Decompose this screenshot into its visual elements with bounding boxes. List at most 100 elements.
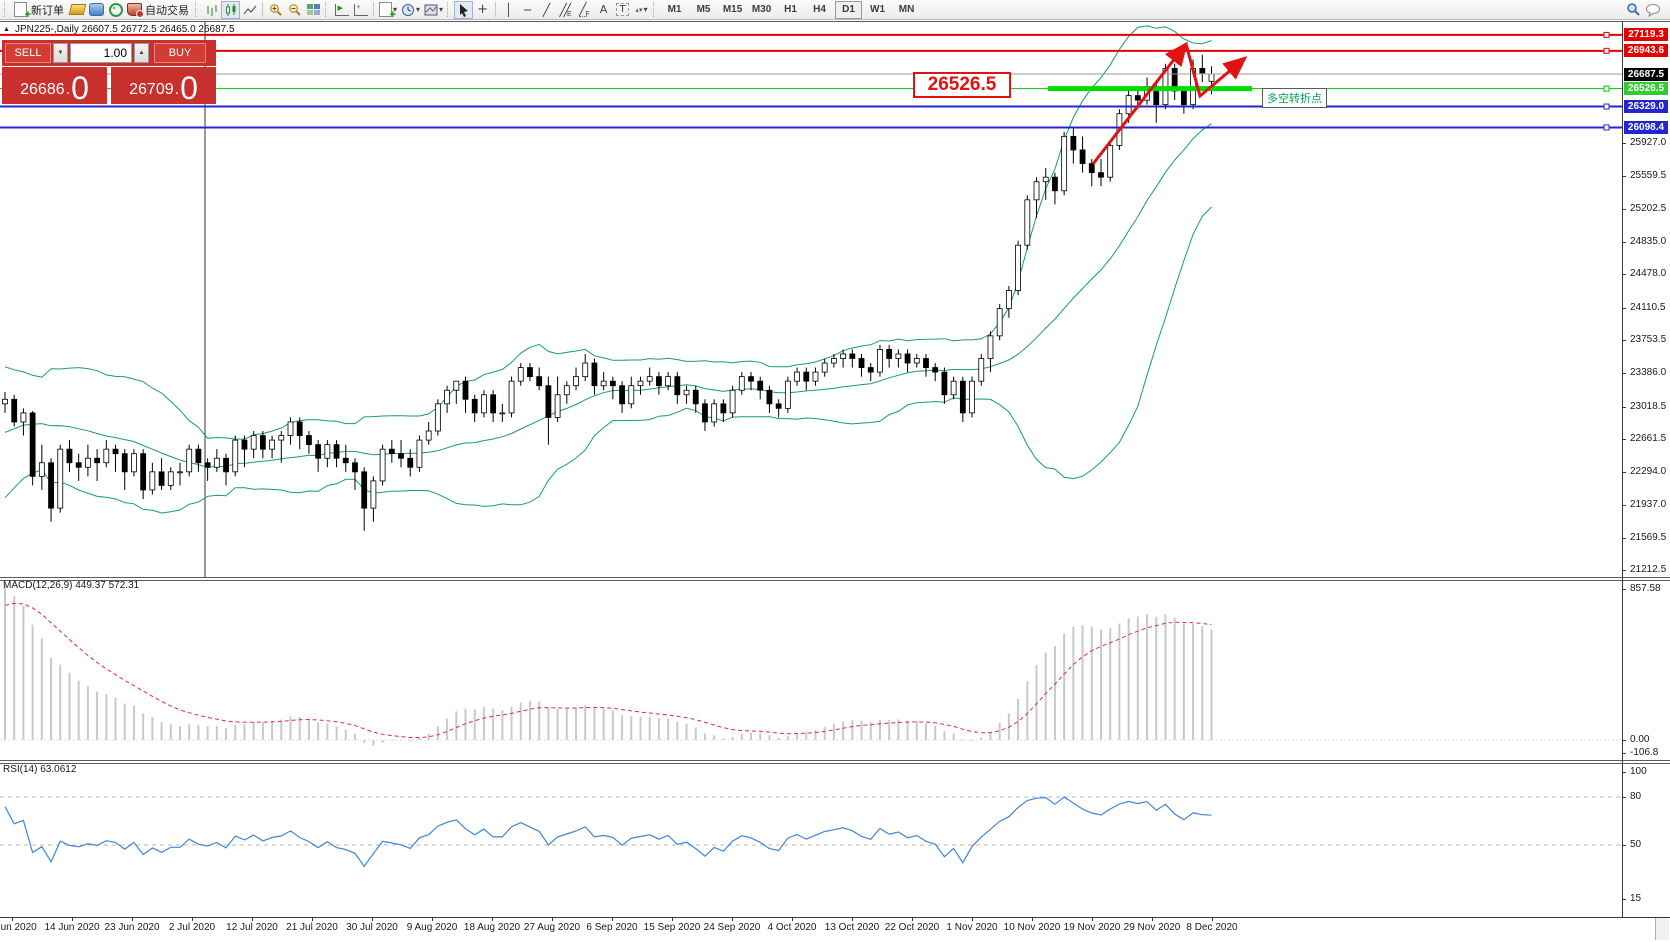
horizontal-line-button[interactable]: ─: [518, 1, 537, 19]
candlestick-chart-icon: [225, 3, 235, 16]
templates-button[interactable]: ▾: [422, 1, 445, 19]
search-button[interactable]: [1624, 1, 1643, 19]
toolbar-grip[interactable]: [447, 2, 451, 17]
y-axis-tick: [1622, 439, 1626, 441]
signals-button[interactable]: [106, 1, 125, 19]
pane-splitter[interactable]: [0, 577, 1670, 581]
toolbar: + 新订单 自动交易 ▶ + + ▾ ▾ ▾ + │ ─ ╱ ╱╱ E ╱ F: [0, 0, 1670, 21]
tab-h4[interactable]: H4: [813, 3, 826, 15]
x-axis-tick: [252, 917, 253, 921]
sell-button[interactable]: SELL: [5, 43, 51, 63]
tab-m30[interactable]: M30: [751, 3, 772, 15]
indicators-button[interactable]: + ▾: [377, 1, 399, 21]
tab-d1[interactable]: D1: [835, 0, 863, 19]
rsi-svg[interactable]: [0, 0, 1622, 917]
tile-windows-icon: [307, 4, 320, 15]
arrows-icon: ▴▾: [635, 6, 643, 14]
line-chart-button[interactable]: [240, 1, 259, 19]
x-axis-label: 2 Jul 2020: [168, 922, 216, 933]
x-axis-tick: [912, 917, 913, 921]
zoom-out-button[interactable]: [285, 1, 304, 19]
text-button[interactable]: A: [594, 1, 613, 19]
y-axis-tick: [1622, 538, 1626, 540]
y-axis-label: 23753.5: [1630, 334, 1667, 346]
rsi-axis-label: 15: [1630, 893, 1642, 904]
price-chart-svg[interactable]: [0, 0, 1622, 577]
tab-w1[interactable]: W1: [870, 3, 886, 15]
bar-chart-button[interactable]: [202, 1, 221, 19]
toolbar-grip[interactable]: [195, 2, 199, 17]
crosshair-icon: +: [477, 2, 488, 17]
tile-windows-button[interactable]: [304, 1, 323, 19]
auto-scroll-button[interactable]: ▶: [332, 1, 351, 19]
scroll-corner[interactable]: [1655, 918, 1669, 940]
tab-m15[interactable]: M15: [722, 3, 743, 15]
rsi-axis-label: 50: [1630, 839, 1642, 850]
volume-input[interactable]: [70, 43, 132, 63]
vertical-line-button[interactable]: │: [499, 1, 518, 19]
x-axis-label: 29 Nov 2020: [1123, 922, 1181, 933]
buy-price[interactable]: 26709. 0: [111, 67, 216, 104]
buy-button[interactable]: BUY: [154, 43, 206, 63]
x-axis-tick: [972, 917, 973, 921]
x-axis-label: 21 Jul 2020: [286, 922, 338, 933]
arrows-button[interactable]: ▴▾ ▾: [635, 5, 648, 14]
autotrading-label[interactable]: 自动交易: [145, 4, 189, 17]
tab-m1[interactable]: M1: [667, 3, 682, 15]
price-level-tag[interactable]: 26526.5: [1624, 82, 1668, 96]
vertical-line-icon: │: [504, 2, 513, 17]
text-label-icon: T: [616, 3, 629, 16]
y-axis-label: 24110.5: [1630, 301, 1666, 313]
price-level-tag[interactable]: 26943.6: [1624, 44, 1668, 58]
toolbar-grip[interactable]: [325, 2, 329, 17]
zoom-in-icon: [269, 3, 282, 16]
window-border: [0, 21, 1670, 22]
price-callout-box[interactable]: 26526.5: [913, 72, 1011, 98]
price-level-tag[interactable]: 26329.0: [1624, 100, 1668, 114]
trendline-button[interactable]: ╱: [537, 1, 556, 19]
note-box[interactable]: 多空转折点: [1262, 88, 1327, 108]
tab-h1[interactable]: H1: [784, 3, 797, 15]
tab-m5[interactable]: M5: [696, 3, 711, 15]
zoom-in-button[interactable]: [266, 1, 285, 19]
fibonacci-button[interactable]: ╱ F: [579, 2, 590, 18]
periods-button[interactable]: ▾: [399, 1, 422, 19]
volume-down-button[interactable]: ▼: [53, 43, 68, 63]
price-level-tag[interactable]: 27119.3: [1624, 28, 1668, 42]
macd-axis-label: -106.8: [1630, 747, 1659, 758]
y-axis-tick: [1622, 208, 1626, 210]
tab-mn[interactable]: MN: [898, 3, 915, 15]
community-button[interactable]: [87, 1, 106, 19]
cursor-button[interactable]: [454, 0, 474, 19]
equidistant-channel-button[interactable]: ╱╱ E: [559, 2, 572, 18]
y-axis-label: 21937.0: [1630, 498, 1667, 510]
new-order-label[interactable]: 新订单: [31, 4, 64, 17]
candlestick-chart-button[interactable]: [221, 0, 240, 19]
x-axis-tick: [192, 917, 193, 921]
x-axis-tick: [852, 917, 853, 921]
rsi-axis-label: 80: [1630, 791, 1642, 802]
y-axis-label: 25202.5: [1630, 202, 1667, 214]
y-axis-tick: [1622, 472, 1626, 474]
one-click-trading-panel: SELL ▼ ▲ BUY 26686.0 26709.0: [2, 40, 216, 104]
toolbar-grip[interactable]: [4, 2, 8, 17]
volume-up-button[interactable]: ▲: [134, 43, 149, 63]
text-label-button[interactable]: T: [613, 1, 632, 19]
toolbar-grip[interactable]: [653, 2, 657, 17]
chat-button[interactable]: [1643, 1, 1664, 19]
sell-price-int: 26686: [20, 81, 65, 98]
sell-price[interactable]: 26686. 0: [2, 67, 107, 104]
buy-price-sep: .: [174, 81, 180, 98]
y-axis-tick: [1622, 143, 1626, 144]
macd-svg[interactable]: [0, 0, 1622, 760]
pane-splitter[interactable]: [0, 760, 1670, 764]
chart-shift-button[interactable]: +: [351, 1, 370, 19]
price-level-tag[interactable]: 26098.4: [1624, 120, 1668, 134]
channel-icon: ╱╱: [559, 2, 571, 17]
autotrading-button[interactable]: [125, 1, 144, 19]
y-axis-tick: [1622, 340, 1626, 342]
new-order-button[interactable]: +: [11, 1, 31, 21]
price-level-tag[interactable]: 26687.5: [1624, 67, 1668, 81]
fibonacci-icon: ╱: [579, 2, 587, 17]
crosshair-button[interactable]: +: [473, 1, 492, 19]
